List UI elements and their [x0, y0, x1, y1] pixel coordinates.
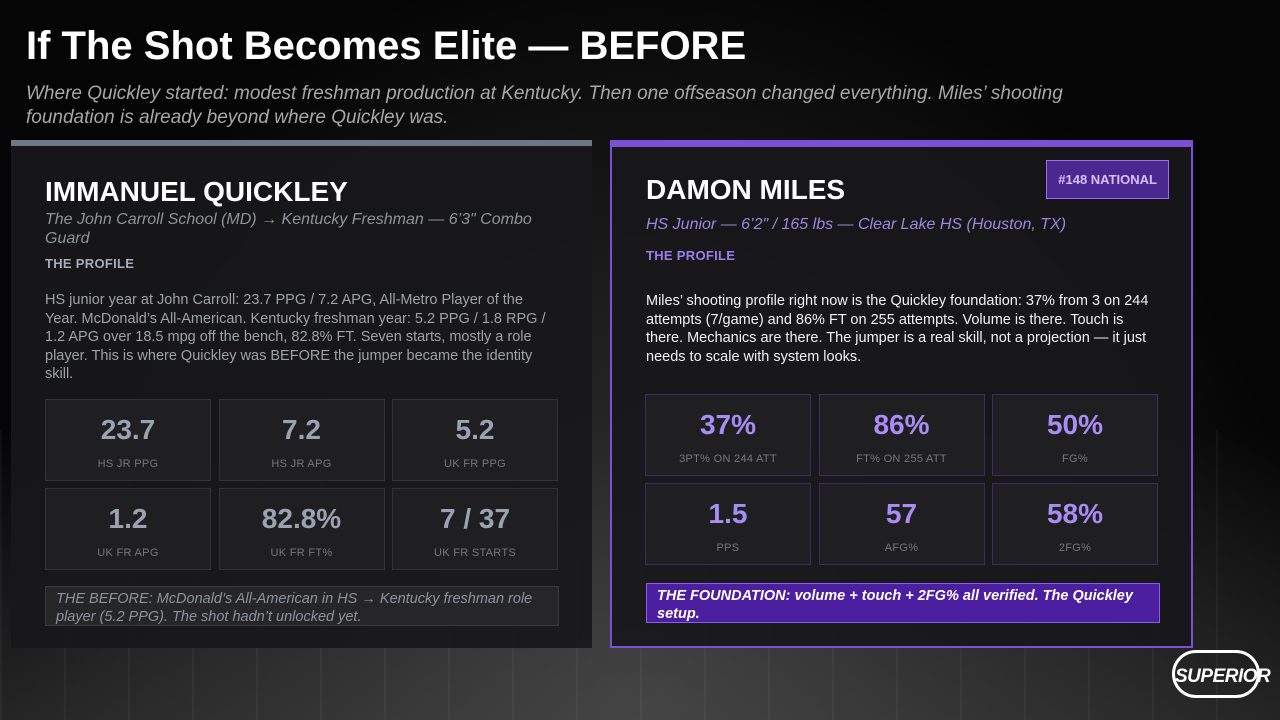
player-subtitle: HS Junior — 6’2" / 165 lbs — Clear Lake … [646, 216, 1067, 233]
title: If The Shot Becomes Elite — BEFORE [26, 24, 747, 68]
stat-value: 7 / 37 [439, 503, 511, 534]
stat-tile: 1.5 PPS [645, 483, 811, 565]
section-label: THE PROFILE [45, 256, 135, 271]
stat-value: 86% [873, 409, 930, 440]
stat-tile: 7.2 HS JR APG [218, 399, 385, 481]
stat-tile: 82.8% UK FR FT% [218, 488, 385, 570]
stat-tile: 37% 3PT% ON 244 ATT [645, 394, 811, 476]
stat-value: 37% [699, 409, 757, 440]
stat-tile: 57 AFG% [818, 483, 985, 565]
stat-label: UK FR STARTS [433, 547, 517, 559]
stat-value: 5.2 [455, 414, 495, 445]
player-subtitle: The John Carroll School (MD) → Kentucky … [45, 211, 532, 247]
stat-label: 2FG% [1058, 542, 1092, 554]
stat-label: PPS [716, 542, 740, 554]
stat-tile: 23.7 HS JR PPG [45, 399, 211, 481]
stat-value: 50% [1046, 409, 1104, 440]
profile-text: HS junior year at John Carroll: 23.7 PPG… [45, 292, 546, 382]
stat-tile: 5.2 UK FR PPG [392, 399, 558, 481]
stat-value: 1.5 [708, 498, 748, 529]
note: THE BEFORE: McDonald’s All-American in H… [45, 586, 559, 626]
stat-value: 1.2 [108, 503, 148, 534]
logo: SUPERIOR [1172, 650, 1271, 698]
stat-value: 58% [1046, 498, 1104, 529]
stat-value: 23.7 [100, 414, 156, 445]
section-label: THE PROFILE [646, 248, 736, 263]
stat-tile: 58% 2FG% [992, 483, 1158, 565]
stat-tile: 86% FT% ON 255 ATT [818, 394, 985, 476]
stat-label: AFG% [884, 542, 919, 554]
stat-label: UK FR FT% [270, 547, 333, 559]
stat-label: FG% [1062, 453, 1088, 465]
profile-text: Miles’ shooting profile right now is the… [646, 293, 1149, 365]
left-card: IMMANUEL QUICKLEY The John Carroll Schoo… [11, 140, 592, 648]
stat-tile: 1.2 UK FR APG [45, 488, 211, 570]
note: THE FOUNDATION: volume + touch + 2FG% al… [646, 583, 1160, 623]
stat-value: 57 [885, 498, 918, 529]
player-name: DAMON MILES [646, 174, 846, 205]
stat-label: FT% ON 255 ATT [856, 453, 947, 465]
stat-tile: 7 / 37 UK FR STARTS [392, 488, 558, 570]
stat-tile: 50% FG% [992, 394, 1158, 476]
stat-value: 7.2 [282, 414, 321, 445]
stat-label: HS JR APG [271, 458, 332, 470]
stat-label: 3PT% ON 244 ATT [679, 453, 777, 465]
stat-label: UK FR APG [97, 547, 159, 559]
player-name: IMMANUEL QUICKLEY [45, 176, 348, 207]
subtitle: Where Quickley started: modest freshman … [26, 83, 1063, 128]
rank-badge: #148 NATIONAL [1046, 160, 1169, 199]
stat-label: UK FR PPG [444, 458, 506, 470]
right-card: #148 NATIONAL DAMON MILES HS Junior — 6’… [610, 140, 1193, 648]
stat-value: 82.8% [261, 503, 342, 534]
stat-label: HS JR PPG [97, 458, 159, 470]
